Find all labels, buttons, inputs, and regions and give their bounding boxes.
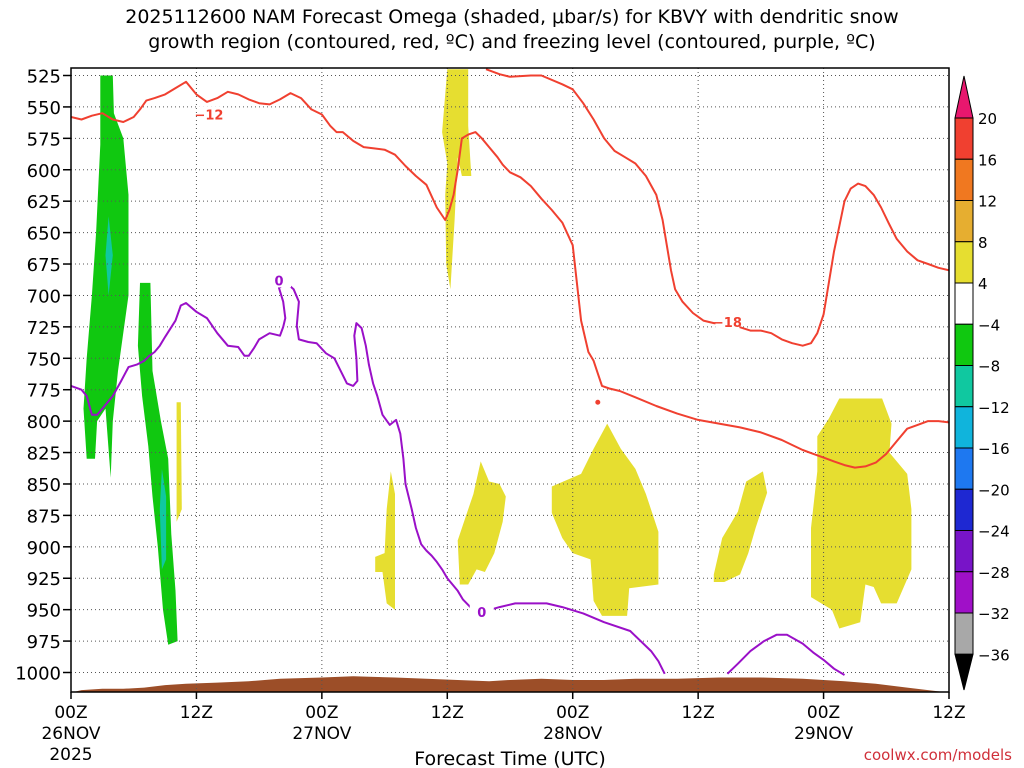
y-tick-label-600: 600	[27, 161, 61, 182]
x-axis-label: Forecast Time (UTC)	[414, 748, 605, 768]
omega-region-5	[442, 69, 472, 290]
x-tick-label-6-1: 00Z	[807, 703, 840, 723]
x-tick-label-2-1: 00Z	[305, 703, 338, 723]
colorbar-label-10: −24	[978, 523, 1010, 541]
freezing-level-0-east-line	[726, 633, 846, 676]
y-tick-label-975: 975	[27, 632, 61, 653]
x-tick-label-1-1: 12Z	[180, 703, 213, 723]
colorbar-label-8: −16	[978, 440, 1010, 458]
dendritic-m12-upper-line	[71, 80, 949, 469]
freezing-level-0-label-bg	[267, 272, 292, 288]
chart-title-line-2: growth region (contoured, red, ºC) and f…	[148, 31, 876, 53]
x-tick-label-4-2: 28NOV	[543, 724, 602, 744]
x-tick-label-2-2: 27NOV	[292, 724, 351, 744]
y-tick-label-725: 725	[27, 318, 61, 339]
colorbar-box-8	[954, 447, 974, 490]
x-tick-label-3-1: 12Z	[431, 703, 464, 723]
y-tick-label-575: 575	[27, 129, 61, 150]
colorbar-box-9	[954, 488, 974, 531]
x-tick-label-5-1: 12Z	[682, 703, 715, 723]
x-tick-label-0-1: 00Z	[54, 703, 87, 723]
freezing-level-0-label: 0	[274, 274, 283, 289]
colorbar-label-3: 8	[978, 234, 988, 252]
colorbar-top-triangle	[954, 75, 974, 119]
colorbar-box-6	[954, 365, 974, 408]
y-tick-label-675: 675	[27, 255, 61, 276]
colorbar-label-11: −28	[978, 564, 1010, 582]
omega-region-6	[375, 471, 395, 610]
y-tick-label-900: 900	[27, 538, 61, 559]
colorbar-label-9: −20	[978, 481, 1010, 499]
colorbar-label-1: 16	[978, 151, 997, 169]
colorbar-label-4: 4	[978, 275, 988, 293]
colorbar-box-7	[954, 406, 974, 449]
y-tick-label-875: 875	[27, 506, 61, 527]
dendritic-m18-label-bg	[715, 313, 740, 329]
colorbar-label-12: −32	[978, 605, 1010, 623]
omega-region-7	[457, 461, 506, 585]
colorbar-bottom-triangle	[954, 653, 974, 691]
colorbar-label-5: −4	[978, 316, 1000, 334]
dendritic-m18-line	[485, 68, 949, 347]
dendritic-m18-label: −18	[713, 316, 742, 331]
x-tick-label-0-3: 2025	[49, 745, 92, 765]
omega-region-2	[137, 282, 178, 645]
colorbar-label-2: 12	[978, 193, 997, 211]
colorbar-box-5	[954, 323, 974, 366]
freezing-level-0-label-bg-2	[469, 604, 494, 620]
y-tick-label-1000: 1000	[15, 664, 61, 685]
omega-region-4	[176, 402, 182, 522]
y-tick-label-625: 625	[27, 192, 61, 213]
chart-title-line-1: 2025112600 NAM Forecast Omega (shaded, μ…	[125, 6, 899, 28]
isolated-point-0	[595, 399, 601, 405]
colorbar-box-10	[954, 530, 974, 573]
y-tick-label-800: 800	[27, 412, 61, 433]
y-tick-label-550: 550	[27, 98, 61, 119]
y-tick-label-750: 750	[27, 349, 61, 370]
omega-region-3	[159, 468, 167, 570]
omega-region-1	[105, 216, 113, 296]
x-tick-label-4-1: 00Z	[556, 703, 589, 723]
colorbar-label-0: 20	[978, 110, 997, 128]
colorbar-box-2	[954, 200, 974, 243]
freezing-level-0-label-2: 0	[477, 606, 486, 621]
dendritic-m12-upper-label-bg	[196, 106, 221, 122]
colorbar-label-13: −36	[978, 646, 1010, 664]
y-tick-label-950: 950	[27, 601, 61, 622]
y-tick-label-775: 775	[27, 381, 61, 402]
y-tick-label-700: 700	[27, 286, 61, 307]
y-tick-label-650: 650	[27, 224, 61, 245]
colorbar-label-7: −12	[978, 399, 1010, 417]
freezing-level-0-line	[71, 281, 666, 675]
x-tick-label-7-1: 12Z	[932, 703, 965, 723]
colorbar-box-3	[954, 241, 974, 284]
colorbar-box-0	[954, 117, 974, 160]
plot-frame	[70, 67, 950, 693]
colorbar-box-1	[954, 158, 974, 201]
colorbar-box-11	[954, 571, 974, 614]
credit-text[interactable]: coolwx.com/models	[863, 746, 1012, 764]
colorbar-label-6: −8	[978, 358, 1000, 376]
omega-region-8	[551, 423, 659, 616]
colorbar-box-4	[954, 282, 974, 325]
y-tick-label-850: 850	[27, 475, 61, 496]
y-tick-label-925: 925	[27, 569, 61, 590]
omega-region-9	[713, 471, 768, 582]
y-tick-label-825: 825	[27, 444, 61, 465]
x-tick-label-0-2: 26NOV	[41, 724, 100, 744]
omega-region-10	[811, 398, 912, 629]
omega-region-0	[83, 75, 129, 478]
x-tick-label-6-2: 29NOV	[794, 724, 853, 744]
dendritic-m12-upper-label: −12	[194, 108, 223, 123]
y-tick-label-525: 525	[27, 67, 61, 88]
terrain-area	[71, 676, 949, 692]
colorbar-box-12	[954, 612, 974, 655]
